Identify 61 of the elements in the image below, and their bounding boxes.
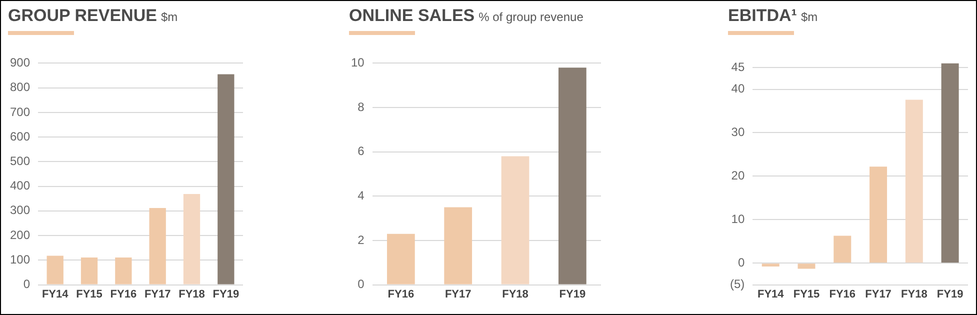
y-tick-label: 0: [23, 277, 30, 292]
bar: [558, 68, 586, 284]
y-tick-label: 800: [10, 80, 30, 94]
bar: [80, 257, 98, 284]
bar: [941, 63, 959, 263]
y-tick-label: (5): [730, 277, 745, 292]
chart-subtitle: $m: [800, 10, 818, 24]
x-tick-label: FY16: [110, 288, 137, 300]
y-tick-label: 45: [731, 60, 745, 74]
y-tick-label: 100: [10, 252, 30, 266]
y-tick-label: 10: [350, 56, 365, 70]
bar: [183, 194, 200, 284]
y-tick-label: 500: [10, 154, 30, 168]
bar: [798, 264, 816, 269]
bar: [46, 256, 64, 284]
bar: [149, 208, 166, 284]
x-tick-label: FY15: [793, 288, 820, 300]
y-tick-label: 2: [358, 232, 365, 247]
chart-title: GROUP REVENUE: [8, 6, 157, 25]
x-tick-label: FY18: [502, 288, 528, 300]
x-tick-label: FY18: [901, 288, 928, 300]
chart-title: EBITDA¹: [728, 6, 797, 25]
x-tick-label: FY14: [42, 288, 70, 300]
y-tick-label: 900: [10, 56, 30, 70]
bar: [501, 156, 530, 284]
y-tick-label: 400: [10, 178, 30, 193]
chart-subtitle: % of group revenue: [478, 10, 584, 24]
bar: [444, 207, 472, 284]
x-tick-label: FY15: [76, 288, 102, 300]
x-tick-label: FY16: [388, 288, 414, 300]
bar: [115, 257, 132, 284]
y-tick-label: 0: [738, 255, 745, 270]
x-tick-label: FY17: [865, 288, 892, 300]
bar: [834, 236, 852, 263]
y-tick-label: 40: [731, 82, 745, 96]
bar: [870, 166, 888, 263]
x-tick-label: FY19: [559, 288, 586, 300]
y-tick-label: 10: [731, 212, 745, 226]
bar: [762, 264, 780, 267]
chart-title: ONLINE SALES: [349, 6, 475, 25]
y-tick-label: 8: [358, 100, 365, 114]
bar: [218, 74, 234, 284]
y-tick-label: 4: [358, 188, 365, 202]
y-tick-label: 600: [10, 129, 30, 144]
bar: [386, 234, 415, 284]
y-tick-label: 20: [731, 168, 745, 182]
chart-subtitle: $m: [160, 10, 178, 24]
x-tick-label: FY18: [178, 288, 205, 300]
x-tick-label: FY14: [757, 288, 785, 300]
y-tick-label: 300: [10, 203, 30, 218]
y-tick-label: 0: [358, 277, 365, 292]
x-tick-label: FY17: [144, 288, 171, 300]
y-tick-label: 30: [731, 125, 745, 140]
x-tick-label: FY19: [936, 288, 964, 300]
x-tick-label: FY19: [212, 288, 240, 300]
y-tick-label: 6: [358, 144, 365, 158]
x-tick-label: FY17: [444, 288, 472, 300]
bar: [905, 100, 923, 263]
x-tick-label: FY16: [829, 288, 856, 300]
y-tick-label: 700: [10, 104, 30, 119]
y-tick-label: 200: [10, 228, 30, 242]
